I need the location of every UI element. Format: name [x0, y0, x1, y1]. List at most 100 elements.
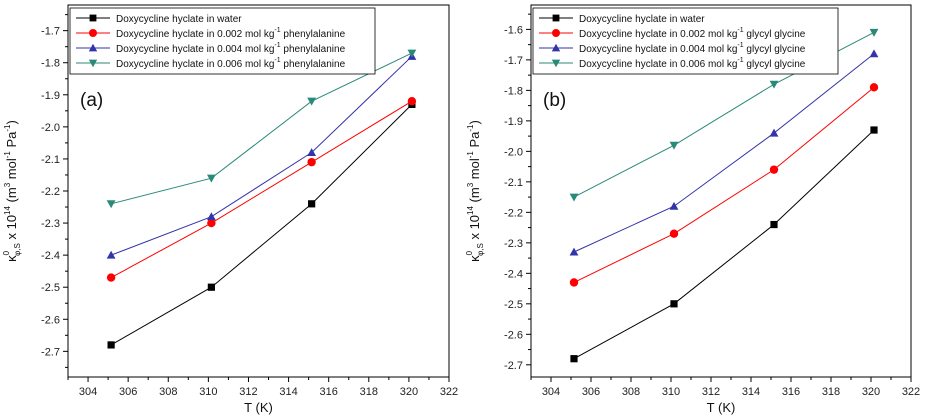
y-tick-label: -2.5 [41, 282, 60, 294]
data-point [870, 126, 878, 134]
y-tick-label: -2.6 [41, 314, 60, 326]
y-tick-label: -2.0 [41, 122, 60, 134]
data-point [569, 247, 579, 256]
legend-entry: Doxycycline hyclate in 0.004 mol kg-1 ph… [116, 42, 346, 55]
legend-entry: Doxycycline hyclate in 0.006 mol kg-1 ph… [116, 57, 346, 70]
data-point [308, 200, 316, 208]
series-0 [570, 126, 878, 363]
chart-panel-b: 304 306 308 310 312 314 316 318 320 322 -2.7 -2.6 -2… [465, 4, 920, 415]
data-point [570, 355, 578, 363]
data-point [869, 49, 879, 58]
series-0 [107, 100, 416, 349]
data-point [106, 200, 116, 209]
panel-label: (a) [80, 90, 103, 111]
series-1 [106, 97, 417, 282]
data-point [569, 193, 579, 202]
x-tick-label: 304 [79, 386, 97, 398]
y-tick-label: -2.1 [41, 154, 60, 166]
data-point [107, 341, 115, 349]
x-tick-label: 318 [822, 386, 840, 398]
x-tick-label: 320 [862, 386, 880, 398]
data-point [869, 83, 879, 92]
x-tick-label: 306 [119, 386, 137, 398]
series-line [110, 55, 413, 256]
x-axis-title: T (K) [244, 400, 273, 415]
chart-panel-a: 304 306 308 310 312 314 316 318 320 322 -2.7 -2.6 -2… [2, 4, 458, 415]
data-point [769, 165, 779, 174]
legend-box [69, 7, 376, 75]
series-line [573, 129, 875, 360]
y-tick-label: -1.7 [504, 55, 523, 67]
data-point [669, 201, 679, 210]
panel-label: (b) [543, 90, 566, 111]
legend-entry: Doxycycline hyclate in 0.002 mol kg-1 gl… [579, 27, 806, 40]
x-tick-label: 314 [742, 386, 760, 398]
y-tick-label: -2.7 [41, 346, 60, 358]
x-tick-label: 310 [199, 386, 217, 398]
data-point [206, 174, 216, 183]
data-point [207, 218, 216, 228]
data-point [307, 157, 316, 167]
data-point [869, 28, 879, 37]
y-tick-label: -2.0 [504, 146, 523, 158]
data-point [307, 148, 317, 157]
x-tick-label: 316 [782, 386, 800, 398]
x-tick-label: 320 [400, 386, 418, 398]
x-tick-label: 312 [239, 386, 257, 398]
series-line [110, 104, 413, 346]
y-tick-label: -2.3 [504, 238, 523, 250]
series-line [573, 86, 875, 283]
x-tick-label: 306 [582, 386, 600, 398]
data-point [770, 220, 778, 229]
series-line [110, 100, 413, 279]
data-point [106, 250, 116, 259]
legend: Doxycycline hyclate in water Doxycycline … [69, 7, 376, 75]
legend-swatch-marker [89, 14, 97, 22]
y-tick-label: -2.2 [41, 186, 60, 198]
x-axis-title: T (K) [707, 400, 736, 415]
x-tick-label: 308 [622, 386, 640, 398]
y-tick-label: -1.9 [41, 90, 60, 102]
data-point [569, 278, 579, 287]
legend-entry: Doxycycline hyclate in water [116, 14, 242, 25]
legend-swatch-marker [551, 59, 561, 68]
data-point [307, 97, 317, 106]
legend-entry: Doxycycline hyclate in 0.006 mol kg-1 gl… [579, 57, 806, 70]
x-tick-label: 318 [360, 386, 378, 398]
legend-swatch-marker [88, 43, 98, 52]
y-axis-title: κ0 φ,S x 1014 (m3 mol-1 Pa-1) [2, 120, 22, 262]
legend-entry: Doxycycline hyclate in water [579, 14, 705, 25]
x-tick-label: 322 [440, 386, 458, 398]
y-tick-label: -2.3 [41, 218, 60, 230]
y-tick-label: -1.6 [504, 24, 523, 36]
y-tick-label: -2.2 [504, 207, 523, 219]
legend-swatch-marker [89, 29, 97, 37]
data-point [769, 128, 779, 137]
y-tick-label: -2.4 [41, 250, 60, 262]
legend-entry: Doxycycline hyclate in 0.002 mol kg-1 ph… [116, 27, 346, 40]
legend-swatch-marker [552, 29, 560, 37]
legend-swatch-marker [88, 59, 98, 68]
x-tick-label: 322 [902, 386, 920, 398]
series-3 [106, 49, 417, 209]
x-tick-label: 314 [279, 386, 297, 398]
data-point [670, 300, 678, 308]
x-tick-label: 316 [320, 386, 338, 398]
y-tick-label: -1.9 [504, 116, 523, 128]
data-point [669, 229, 679, 238]
legend-swatch-marker [552, 14, 560, 22]
data-point [769, 80, 779, 89]
data-point [407, 97, 417, 106]
series-2 [569, 49, 879, 256]
y-tick-label: -2.5 [504, 299, 523, 311]
series-line [110, 52, 413, 205]
data-point [669, 141, 679, 150]
data-point [407, 49, 417, 58]
x-tick-label: 304 [542, 386, 560, 398]
x-tick-label: 308 [159, 386, 177, 398]
y-tick-label: -1.7 [41, 26, 60, 38]
series-2 [106, 51, 417, 259]
legend: Doxycycline hyclate in water Doxycycline … [532, 7, 839, 75]
data-point [206, 212, 216, 221]
